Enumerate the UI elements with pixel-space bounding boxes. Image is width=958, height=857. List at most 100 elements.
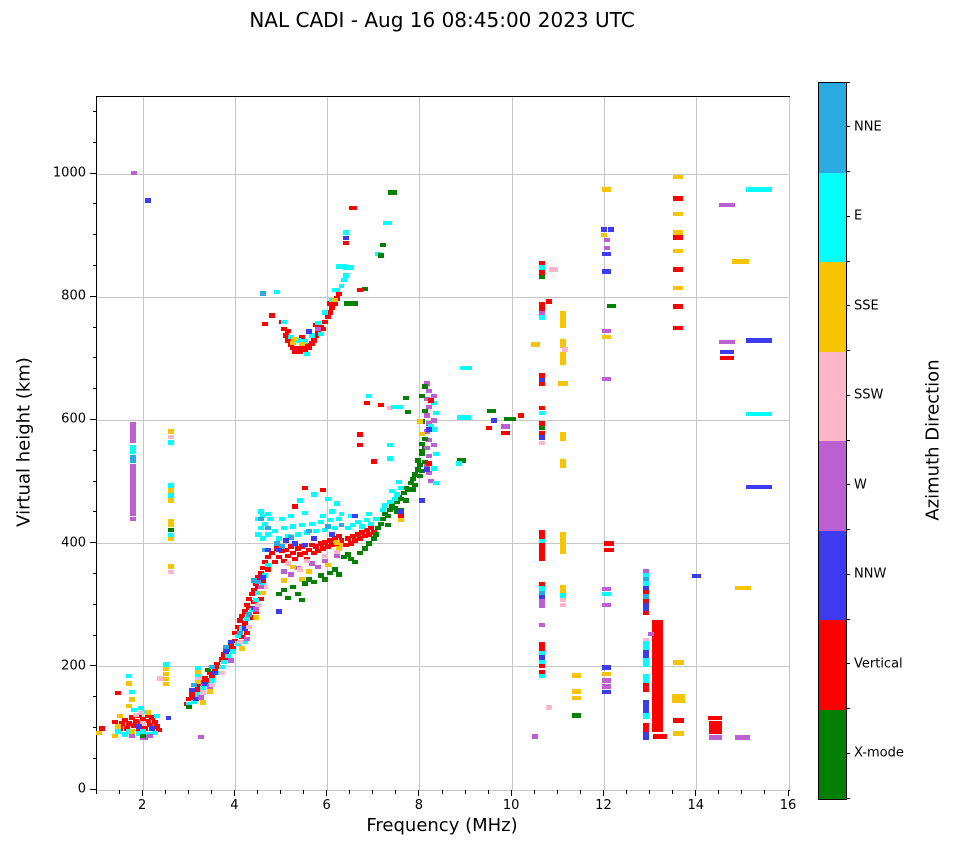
scatter-point bbox=[430, 427, 437, 432]
y-minor-tick bbox=[92, 757, 96, 759]
y-minor-tick bbox=[92, 480, 96, 482]
x-tick bbox=[787, 790, 789, 796]
scatter-point bbox=[322, 540, 329, 545]
y-minor-tick bbox=[92, 326, 96, 328]
scatter-point bbox=[163, 667, 170, 672]
scatter-point bbox=[129, 485, 136, 490]
scatter-point bbox=[403, 396, 410, 401]
scatter-point bbox=[651, 628, 664, 633]
scatter-point bbox=[299, 577, 306, 582]
scatter-point bbox=[126, 673, 133, 679]
scatter-point bbox=[121, 732, 128, 737]
scatter-point bbox=[356, 432, 363, 437]
scatter-point bbox=[651, 705, 664, 711]
y-minor-tick bbox=[92, 203, 96, 205]
x-tick-label: 4 bbox=[230, 798, 239, 813]
scatter-point bbox=[368, 526, 375, 531]
scatter-point bbox=[333, 540, 340, 545]
scatter-point bbox=[539, 377, 546, 382]
scatter-point bbox=[642, 611, 649, 616]
scatter-point bbox=[292, 349, 299, 354]
scatter-point bbox=[608, 227, 615, 232]
scatter-point bbox=[386, 507, 393, 512]
scatter-point bbox=[651, 658, 664, 663]
scatter-point bbox=[350, 522, 357, 528]
scatter-point bbox=[301, 347, 308, 352]
scatter-point bbox=[246, 596, 253, 602]
scatter-point bbox=[559, 593, 566, 598]
scatter-point bbox=[673, 196, 684, 201]
scatter-point bbox=[324, 314, 331, 320]
scatter-point bbox=[246, 624, 253, 629]
scatter-point bbox=[306, 329, 313, 334]
scatter-point bbox=[456, 458, 467, 463]
scatter-point bbox=[539, 594, 546, 600]
scatter-point bbox=[433, 452, 440, 457]
colorbar-mid-tick bbox=[846, 215, 850, 217]
scatter-point bbox=[672, 660, 685, 665]
scatter-point bbox=[642, 581, 649, 586]
scatter-point bbox=[129, 445, 136, 450]
scatter-point bbox=[264, 532, 271, 537]
colorbar-tick-label-nnw: NNW bbox=[854, 566, 887, 582]
scatter-point bbox=[391, 505, 398, 511]
scatter-point bbox=[414, 458, 421, 463]
scatter-point bbox=[200, 690, 207, 695]
scatter-point bbox=[264, 547, 271, 552]
scatter-point bbox=[292, 541, 299, 546]
scatter-point bbox=[651, 714, 664, 719]
scatter-point bbox=[292, 336, 299, 342]
y-tick-label: 600 bbox=[61, 411, 86, 427]
y-minor-tick bbox=[92, 264, 96, 266]
scatter-point bbox=[734, 585, 751, 591]
scatter-point bbox=[559, 549, 566, 554]
scatter-point bbox=[370, 459, 377, 464]
x-tick bbox=[141, 790, 143, 796]
scatter-point bbox=[283, 538, 290, 543]
scatter-point bbox=[426, 421, 433, 426]
y-tick-label: 200 bbox=[61, 658, 86, 674]
scatter-point bbox=[167, 569, 174, 575]
scatter-point bbox=[209, 678, 216, 683]
x-minor-tick bbox=[626, 790, 628, 794]
scatter-point bbox=[137, 705, 144, 711]
colorbar-boundary-tick bbox=[846, 618, 850, 620]
scatter-point bbox=[382, 503, 389, 508]
scatter-point bbox=[278, 516, 285, 522]
scatter-point bbox=[241, 626, 248, 631]
scatter-point bbox=[602, 187, 612, 192]
colorbar-mid-tick bbox=[846, 573, 850, 575]
scatter-point bbox=[260, 566, 267, 571]
scatter-point bbox=[746, 338, 772, 343]
colorbar-tick-label-nne: NNE bbox=[854, 119, 882, 135]
scatter-point bbox=[140, 729, 147, 734]
y-tick bbox=[90, 542, 96, 544]
scatter-point bbox=[708, 725, 722, 730]
y-gridline bbox=[97, 296, 789, 298]
scatter-point bbox=[128, 697, 135, 702]
scatter-point bbox=[306, 529, 313, 534]
scatter-point bbox=[167, 429, 174, 434]
scatter-point bbox=[267, 516, 273, 522]
scatter-point bbox=[539, 663, 546, 669]
scatter-point bbox=[539, 425, 546, 430]
scatter-point bbox=[398, 497, 405, 502]
scatter-point bbox=[243, 630, 250, 636]
scatter-point bbox=[232, 630, 239, 636]
scatter-point bbox=[651, 636, 664, 642]
scatter-point bbox=[264, 567, 271, 572]
scatter-point bbox=[347, 556, 354, 562]
scatter-point bbox=[366, 532, 373, 537]
scatter-point bbox=[129, 498, 136, 503]
scatter-point bbox=[299, 598, 306, 603]
scatter-point bbox=[255, 575, 262, 580]
colorbar-mid-tick bbox=[846, 394, 850, 396]
scatter-point bbox=[296, 552, 303, 557]
scatter-point bbox=[421, 460, 428, 465]
scatter-point bbox=[602, 586, 612, 592]
scatter-point bbox=[296, 567, 303, 572]
scatter-point bbox=[188, 692, 195, 697]
scatter-point bbox=[393, 499, 400, 504]
scatter-point bbox=[386, 499, 393, 504]
scatter-point bbox=[642, 598, 649, 604]
